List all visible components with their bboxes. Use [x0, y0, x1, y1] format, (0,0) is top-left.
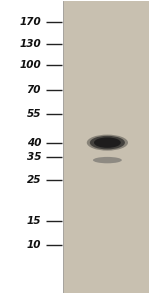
- Text: 100: 100: [19, 61, 41, 71]
- Text: 35: 35: [27, 152, 41, 162]
- Text: 70: 70: [27, 85, 41, 95]
- Ellipse shape: [87, 135, 128, 151]
- Text: 170: 170: [19, 17, 41, 27]
- Text: 10: 10: [27, 240, 41, 250]
- Text: 25: 25: [27, 176, 41, 186]
- FancyBboxPatch shape: [63, 1, 149, 293]
- Ellipse shape: [93, 157, 122, 163]
- Text: 15: 15: [27, 216, 41, 226]
- Ellipse shape: [90, 136, 125, 149]
- Text: 55: 55: [27, 108, 41, 118]
- Text: 40: 40: [27, 138, 41, 148]
- Text: 130: 130: [19, 39, 41, 49]
- Ellipse shape: [94, 137, 121, 148]
